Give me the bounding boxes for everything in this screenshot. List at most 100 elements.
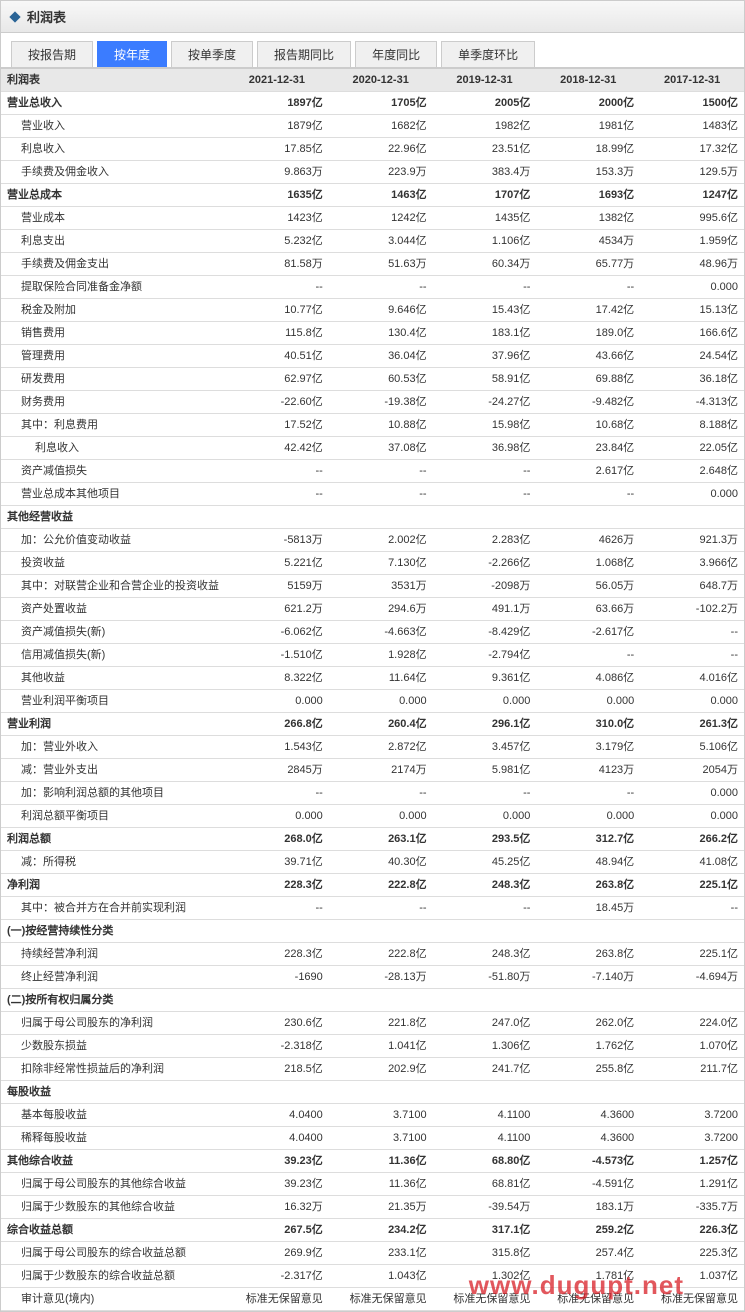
tab-1[interactable]: 按年度: [97, 41, 167, 67]
cell: 218.5亿: [225, 1058, 329, 1081]
income-statement-panel: 利润表 按报告期按年度按单季度报告期同比年度同比单季度环比 利润表2021-12…: [0, 0, 745, 1312]
tab-0[interactable]: 按报告期: [11, 41, 93, 67]
cell: 41.08亿: [640, 851, 744, 874]
cell: 36.18亿: [640, 368, 744, 391]
cell: 294.6万: [329, 598, 433, 621]
cell: 22.96亿: [329, 138, 433, 161]
row-label: 其他综合收益: [1, 1150, 225, 1173]
cell: 621.2万: [225, 598, 329, 621]
cell: 259.2亿: [536, 1219, 640, 1242]
cell: 1879亿: [225, 115, 329, 138]
row-label: 加：影响利润总额的其他项目: [1, 782, 225, 805]
cell: 48.96万: [640, 253, 744, 276]
row-label: 信用减值损失(新): [1, 644, 225, 667]
row-label: 减：营业外支出: [1, 759, 225, 782]
table-row: (一)按经营持续性分类: [1, 920, 744, 943]
cell: 1.302亿: [433, 1265, 537, 1288]
table-row: 利息收入42.42亿37.08亿36.98亿23.84亿22.05亿: [1, 437, 744, 460]
cell: 标准无保留意见: [329, 1288, 433, 1311]
table-row: 营业利润平衡项目0.0000.0000.0000.0000.000: [1, 690, 744, 713]
cell: 269.9亿: [225, 1242, 329, 1265]
cell: [433, 506, 537, 529]
cell: 22.05亿: [640, 437, 744, 460]
cell: 4.016亿: [640, 667, 744, 690]
cell: 1247亿: [640, 184, 744, 207]
cell: --: [225, 897, 329, 920]
row-label: 资产减值损失: [1, 460, 225, 483]
cell: 11.36亿: [329, 1150, 433, 1173]
cell: 7.130亿: [329, 552, 433, 575]
cell: -4.663亿: [329, 621, 433, 644]
cell: -7.140万: [536, 966, 640, 989]
cell: 42.42亿: [225, 437, 329, 460]
cell: 60.34万: [433, 253, 537, 276]
cell: 263.8亿: [536, 943, 640, 966]
table-row: 利息收入17.85亿22.96亿23.51亿18.99亿17.32亿: [1, 138, 744, 161]
table-row: 营业利润266.8亿260.4亿296.1亿310.0亿261.3亿: [1, 713, 744, 736]
cell: -1690: [225, 966, 329, 989]
cell: 4.1100: [433, 1127, 537, 1150]
table-row: 销售费用115.8亿130.4亿183.1亿189.0亿166.6亿: [1, 322, 744, 345]
tab-2[interactable]: 按单季度: [171, 41, 253, 67]
row-label: 终止经营净利润: [1, 966, 225, 989]
cell: 1693亿: [536, 184, 640, 207]
cell: 296.1亿: [433, 713, 537, 736]
cell: -335.7万: [640, 1196, 744, 1219]
tab-4[interactable]: 年度同比: [355, 41, 437, 67]
row-label: 财务费用: [1, 391, 225, 414]
table-row: 其中：对联营企业和合营企业的投资收益5159万3531万-2098万56.05万…: [1, 575, 744, 598]
table-row: 其他综合收益39.23亿11.36亿68.80亿-4.573亿1.257亿: [1, 1150, 744, 1173]
cell: 267.5亿: [225, 1219, 329, 1242]
cell: 1982亿: [433, 115, 537, 138]
cell: -8.429亿: [433, 621, 537, 644]
cell: 3.7200: [640, 1104, 744, 1127]
cell: 491.1万: [433, 598, 537, 621]
cell: 39.23亿: [225, 1150, 329, 1173]
cell: 1.037亿: [640, 1265, 744, 1288]
cell: [329, 989, 433, 1012]
cell: --: [329, 276, 433, 299]
cell: --: [536, 276, 640, 299]
cell: 5159万: [225, 575, 329, 598]
cell: [536, 1081, 640, 1104]
cell: [640, 920, 744, 943]
income-statement-table: 利润表2021-12-312020-12-312019-12-312018-12…: [1, 68, 744, 1311]
cell: 69.88亿: [536, 368, 640, 391]
cell: --: [433, 897, 537, 920]
cell: 226.3亿: [640, 1219, 744, 1242]
cell: 15.13亿: [640, 299, 744, 322]
cell: 39.71亿: [225, 851, 329, 874]
cell: 1435亿: [433, 207, 537, 230]
cell: 1.043亿: [329, 1265, 433, 1288]
cell: --: [225, 782, 329, 805]
cell: -22.60亿: [225, 391, 329, 414]
col-header-4: 2017-12-31: [640, 69, 744, 92]
cell: 标准无保留意见: [536, 1288, 640, 1311]
cell: 648.7万: [640, 575, 744, 598]
cell: 4534万: [536, 230, 640, 253]
cell: 17.42亿: [536, 299, 640, 322]
row-label: 提取保险合同准备金净额: [1, 276, 225, 299]
table-row: 加：公允价值变动收益-5813万2.002亿2.283亿4626万921.3万: [1, 529, 744, 552]
cell: 266.2亿: [640, 828, 744, 851]
table-row: 综合收益总额267.5亿234.2亿317.1亿259.2亿226.3亿: [1, 1219, 744, 1242]
tab-5[interactable]: 单季度环比: [441, 41, 535, 67]
cell: 263.1亿: [329, 828, 433, 851]
cell: 248.3亿: [433, 874, 537, 897]
table-row: 营业总成本1635亿1463亿1707亿1693亿1247亿: [1, 184, 744, 207]
cell: 18.45万: [536, 897, 640, 920]
cell: 81.58万: [225, 253, 329, 276]
cell: 1.106亿: [433, 230, 537, 253]
cell: 0.000: [329, 690, 433, 713]
cell: 65.77万: [536, 253, 640, 276]
cell: --: [536, 782, 640, 805]
tab-3[interactable]: 报告期同比: [257, 41, 351, 67]
cell: 24.54亿: [640, 345, 744, 368]
cell: 0.000: [225, 690, 329, 713]
cell: 1.070亿: [640, 1035, 744, 1058]
table-row: 审计意见(境内)标准无保留意见标准无保留意见标准无保留意见标准无保留意见标准无保…: [1, 1288, 744, 1311]
cell: 37.08亿: [329, 437, 433, 460]
row-label: 基本每股收益: [1, 1104, 225, 1127]
cell: --: [225, 276, 329, 299]
cell: 1483亿: [640, 115, 744, 138]
